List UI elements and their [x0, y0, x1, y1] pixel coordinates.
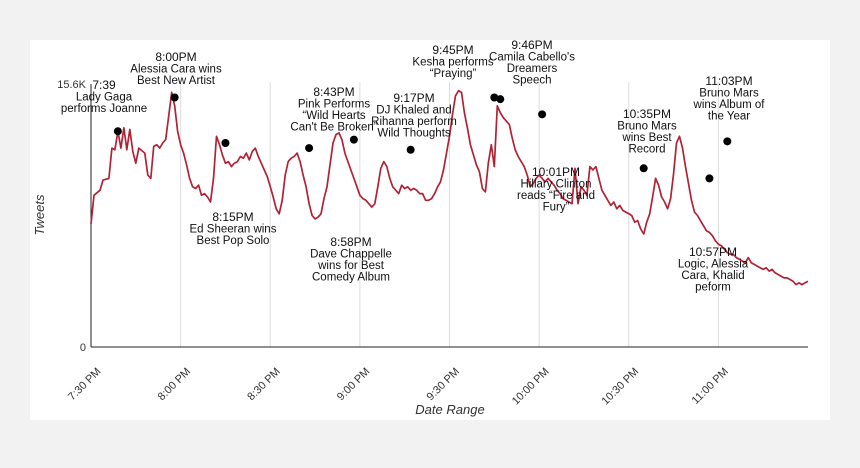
series-line-tweets: [90, 89, 809, 286]
x-tick-labels: 7:30 PM 8:00 PM 8:30 PM 9:00 PM 9:30 PM 10:00…: [66, 366, 731, 408]
annotation-label-line: Lady Gaga: [76, 92, 133, 104]
annotation-marker: [723, 137, 732, 146]
annotation-label-line: performs Joanne: [61, 103, 147, 115]
annotation-marker: [170, 93, 179, 102]
annotation-label-line: Pink Performs: [298, 99, 370, 111]
annotation-label-line: Hillary Clinton: [521, 179, 592, 191]
annotation-label-line: Dreamers: [507, 63, 558, 75]
x-tick-label: 8:00 PM: [156, 366, 193, 403]
annotation-label-line: 9:46PM: [511, 40, 552, 52]
annotation-marker: [538, 110, 547, 119]
annotation-label-line: Logic, Alessia: [678, 259, 749, 271]
y-axis-title: Tweets: [32, 194, 47, 235]
annotation-label-line: Rihanna perform: [371, 116, 457, 128]
annotation-marker: [113, 127, 122, 136]
annotation-label-line: wins Album of: [693, 99, 766, 111]
annotation-label-line: 9:45PM: [432, 43, 473, 57]
x-tick-label: 9:00 PM: [335, 366, 372, 403]
annotation-label-line: Alessia Cara wins: [130, 64, 222, 76]
annotation-label-line: 8:00PM: [155, 50, 196, 64]
annotation-label-line: wins for Best: [317, 260, 385, 272]
annotation-label-line: Best New Artist: [137, 75, 216, 87]
annotation-label-line: 8:43PM: [313, 85, 354, 99]
annotation-label-line: 11:03PM: [705, 74, 752, 88]
y-tick-labels: 0 15.6K: [57, 79, 86, 354]
annotation-label-line: Best Pop Solo: [197, 235, 270, 247]
annotation-label-line: Comedy Album: [312, 272, 390, 284]
annotation-marker: [705, 174, 714, 183]
axes: [90, 84, 808, 348]
tweets-line-chart: 7:30 PM 8:00 PM 8:30 PM 9:00 PM 9:30 PM 10:00…: [32, 40, 809, 417]
annotation-label-line: DJ Khaled and: [376, 105, 451, 117]
y-tick-label: 0: [80, 342, 86, 354]
annotation-label-line: 8:15PM: [212, 210, 253, 224]
x-tick-label: 10:00 PM: [510, 366, 552, 408]
annotation-marker: [221, 139, 230, 148]
annotation-marker: [639, 164, 648, 173]
x-tick-label: 9:30 PM: [425, 366, 462, 403]
annotation-label-line: Cara, Khalid: [681, 270, 744, 282]
x-tick-label: 8:30 PM: [245, 366, 282, 403]
annotation-label-line: 10:35PM: [623, 107, 671, 121]
annotation-label-line: Bruno Mars: [617, 121, 677, 133]
annotation-label-line: 10:01PM: [532, 165, 580, 179]
x-tick-label: 11:00 PM: [690, 366, 731, 407]
annotation-marker: [496, 95, 505, 104]
annotation-label-line: the Year: [708, 111, 750, 123]
annotation-label-line: Can't Be Broken”: [290, 122, 377, 134]
annotation-label-line: reads “Fire and: [517, 190, 595, 202]
annotation-label-line: Camila Cabello's: [489, 52, 575, 64]
annotation-label-line: “Wild Hearts: [302, 110, 366, 122]
x-tick-label: 7:30 PM: [66, 366, 103, 403]
annotation-label-line: 9:17PM: [393, 91, 434, 105]
annotation-label-line: peform: [695, 282, 731, 294]
annotation-label-line: Dave Chappelle: [310, 249, 392, 261]
chart-card: 7:30 PM 8:00 PM 8:30 PM 9:00 PM 9:30 PM 10:00…: [30, 40, 830, 420]
x-tick-label: 10:30 PM: [599, 366, 641, 408]
annotation-label-line: Ed Sheeran wins: [190, 224, 277, 236]
annotation-label-line: “Praying”: [430, 68, 477, 80]
series-layer: [90, 89, 809, 286]
annotation-label-line: 7:39: [92, 78, 116, 92]
annotation-label-line: Kesha performs: [412, 57, 493, 69]
annotation-label-line: Record: [628, 144, 665, 156]
annotation-label-line: Speech: [512, 75, 551, 87]
annotation-marker: [349, 135, 358, 144]
annotation-label-line: 8:58PM: [330, 235, 371, 249]
annotation-marker: [406, 145, 415, 154]
annotation-label-line: Wild Thoughts: [377, 128, 451, 140]
x-axis-title: Date Range: [415, 402, 484, 417]
annotation-label-line: Bruno Mars: [699, 88, 759, 100]
annotation-label-line: 10:57PM: [689, 245, 737, 259]
annotation-label-line: Fury”: [543, 202, 570, 214]
annotation-label-line: wins Best: [621, 132, 672, 144]
y-tick-label: 15.6K: [57, 79, 86, 91]
annotation-marker: [305, 144, 314, 153]
